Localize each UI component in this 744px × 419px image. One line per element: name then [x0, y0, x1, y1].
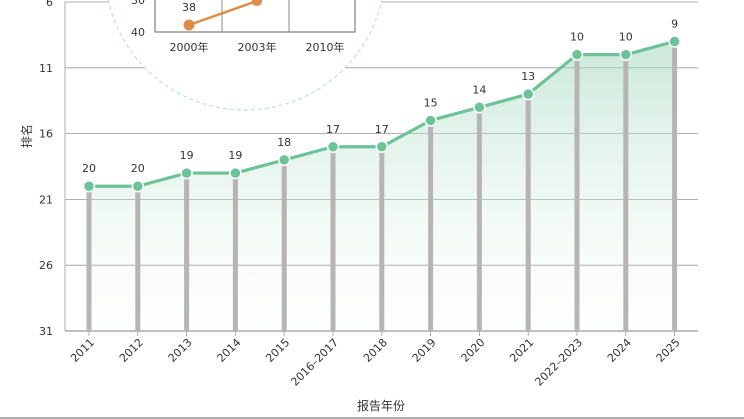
x-tick-label: 2013	[166, 336, 195, 365]
inset-point	[183, 19, 195, 31]
inset-point-label: 38	[182, 1, 196, 14]
data-label: 9	[671, 17, 678, 30]
data-label: 19	[180, 149, 194, 162]
bar	[135, 186, 141, 331]
bar	[281, 159, 287, 331]
y-axis-ticks: 6 11 16 21 26 31	[39, 0, 53, 338]
bar	[476, 107, 482, 331]
data-label: 15	[424, 96, 438, 109]
data-label: 14	[472, 83, 486, 96]
x-tick-label: 2011	[68, 336, 97, 365]
inset-frame	[154, 0, 356, 33]
x-tick-label: 2022–2023	[532, 336, 585, 389]
x-tick-label: 2019	[410, 336, 439, 365]
data-point	[619, 48, 633, 61]
x-tick-label: 2014	[215, 336, 244, 365]
data-points	[82, 35, 681, 193]
y-tick-label: 21	[39, 193, 53, 206]
data-label: 17	[326, 123, 340, 136]
bar	[574, 54, 580, 331]
data-label: 10	[619, 31, 633, 44]
data-label: 20	[131, 162, 145, 175]
y-tick-label: 26	[39, 259, 53, 272]
data-point	[375, 140, 389, 154]
bar	[428, 120, 434, 331]
data-label: 19	[228, 149, 242, 162]
bar	[379, 146, 385, 331]
data-point	[277, 153, 291, 167]
bar	[525, 94, 531, 332]
inset-ytick: 40	[131, 26, 145, 39]
bar	[232, 173, 238, 331]
x-tick-label: 2016–2017	[288, 336, 341, 389]
data-label: 18	[277, 136, 291, 149]
data-label: 20	[82, 162, 96, 175]
x-axis-title: 报告年份	[357, 398, 405, 413]
inset-circle	[107, 0, 383, 111]
y-tick-label: 6	[46, 0, 53, 9]
data-point	[668, 35, 681, 48]
bars	[86, 41, 678, 332]
bar	[672, 41, 678, 331]
data-point	[521, 87, 535, 101]
bar	[623, 54, 629, 331]
y-axis-title: 排名	[19, 124, 34, 148]
data-label: 17	[375, 123, 389, 136]
data-point	[82, 179, 96, 193]
data-point	[570, 48, 584, 61]
x-tick-label: 2020	[459, 336, 488, 365]
y-tick-label: 11	[39, 62, 53, 75]
data-point	[229, 166, 242, 180]
x-tick-label: 2012	[117, 336, 146, 365]
x-tick-label: 2021	[507, 336, 536, 365]
data-label: 13	[521, 70, 535, 83]
inset-xtick: 2000年	[170, 40, 209, 54]
y-tick-label: 31	[39, 325, 53, 338]
x-tick-label: 2018	[361, 336, 390, 365]
data-point	[473, 101, 486, 114]
inset-ytick: 30	[131, 0, 145, 7]
inset-line	[188, 0, 258, 27]
y-tick-label: 16	[39, 128, 53, 141]
inset-point	[252, 0, 262, 6]
data-labels: 20 20 19 19 18 17 17 15 14 13 10 10 9	[82, 17, 678, 175]
data-point	[131, 179, 145, 193]
bar	[184, 173, 190, 331]
bar	[330, 146, 336, 331]
data-point	[180, 166, 193, 180]
inset-xtick: 2003年	[238, 40, 277, 54]
x-tick-label: 2025	[654, 336, 683, 365]
inset-chart: 38 30 40 2000年 2003年 2010年	[107, 0, 383, 111]
data-label: 10	[570, 31, 584, 44]
data-point	[424, 114, 437, 127]
x-tick-label: 2015	[263, 336, 292, 365]
data-point	[326, 140, 340, 154]
inset-xtick: 2010年	[306, 40, 345, 54]
bar	[86, 186, 92, 331]
x-tick-label: 2024	[605, 336, 634, 365]
